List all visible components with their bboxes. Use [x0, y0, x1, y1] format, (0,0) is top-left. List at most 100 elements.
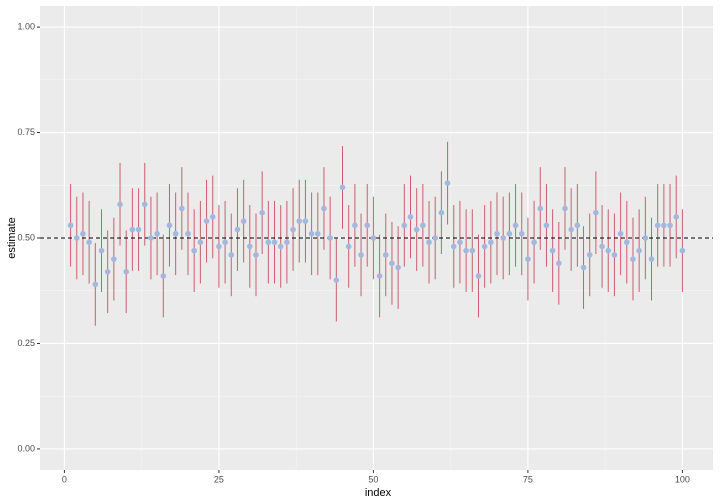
point	[481, 243, 488, 250]
x-tick-label: 25	[214, 474, 224, 484]
point	[494, 230, 500, 237]
point	[469, 247, 476, 254]
point	[667, 222, 673, 229]
point	[401, 222, 408, 229]
point	[117, 201, 123, 208]
point	[302, 218, 309, 224]
point	[500, 235, 506, 241]
point	[395, 264, 401, 271]
point	[413, 226, 420, 233]
point	[605, 247, 612, 254]
point	[135, 226, 142, 233]
point	[179, 205, 185, 212]
point	[197, 239, 204, 246]
y-tick-label: 1.00	[17, 21, 35, 31]
point	[636, 247, 642, 254]
point	[562, 205, 568, 212]
point	[104, 268, 111, 275]
point	[148, 235, 154, 241]
point	[265, 239, 272, 246]
point	[240, 218, 247, 224]
point	[525, 256, 531, 262]
point	[67, 222, 74, 229]
point	[216, 243, 222, 250]
point	[247, 243, 253, 250]
y-tick-label: 0.25	[17, 338, 35, 348]
point	[432, 235, 439, 241]
point	[630, 256, 636, 262]
point	[438, 209, 445, 216]
point	[339, 184, 346, 191]
point	[599, 243, 605, 250]
y-tick-label: 0.50	[17, 232, 35, 242]
point	[86, 239, 92, 246]
point	[321, 205, 327, 212]
point	[358, 252, 364, 258]
point	[191, 247, 197, 254]
point	[73, 235, 80, 241]
point	[314, 230, 321, 237]
point	[617, 230, 624, 237]
x-tick-label: 100	[675, 474, 690, 484]
point	[512, 222, 519, 229]
point	[80, 230, 86, 237]
point	[222, 239, 228, 246]
point	[457, 239, 463, 246]
point	[203, 218, 210, 224]
point	[259, 209, 265, 216]
point	[611, 252, 618, 258]
x-tick-label: 50	[368, 474, 378, 484]
point	[407, 214, 414, 220]
point	[234, 226, 241, 233]
point	[661, 222, 667, 229]
point	[549, 247, 556, 254]
point	[623, 239, 630, 246]
point	[654, 222, 661, 229]
point	[185, 230, 191, 237]
point	[556, 260, 562, 267]
point	[333, 277, 340, 283]
point	[296, 218, 303, 224]
x-axis-title: index	[365, 487, 392, 499]
point	[642, 235, 649, 241]
x-tick-label: 0	[62, 474, 67, 484]
point	[574, 222, 581, 229]
point	[308, 230, 315, 237]
point	[123, 268, 130, 275]
point	[648, 256, 655, 262]
point	[154, 230, 160, 237]
point	[98, 247, 105, 254]
point	[92, 281, 99, 288]
point	[111, 256, 117, 262]
point	[506, 230, 513, 237]
y-axis-title: estimate	[6, 217, 18, 259]
point	[679, 247, 686, 254]
point	[673, 214, 680, 220]
point	[172, 230, 179, 237]
point	[593, 209, 599, 216]
point	[586, 252, 593, 258]
point	[463, 247, 469, 254]
point	[488, 239, 494, 246]
point	[290, 226, 296, 233]
point	[166, 222, 173, 229]
x-tick-label: 75	[523, 474, 533, 484]
point	[382, 252, 389, 258]
point	[518, 230, 525, 237]
point	[284, 239, 290, 246]
point	[141, 201, 148, 208]
point	[537, 205, 544, 212]
y-tick-label: 0.00	[17, 443, 35, 453]
point	[129, 226, 136, 233]
point	[450, 243, 457, 250]
point	[426, 239, 432, 246]
point	[277, 243, 284, 250]
point	[580, 264, 587, 271]
point	[345, 243, 352, 250]
point	[253, 252, 259, 258]
y-tick-label: 0.75	[17, 127, 35, 137]
point	[160, 273, 167, 279]
point	[352, 222, 358, 229]
point	[209, 214, 216, 220]
